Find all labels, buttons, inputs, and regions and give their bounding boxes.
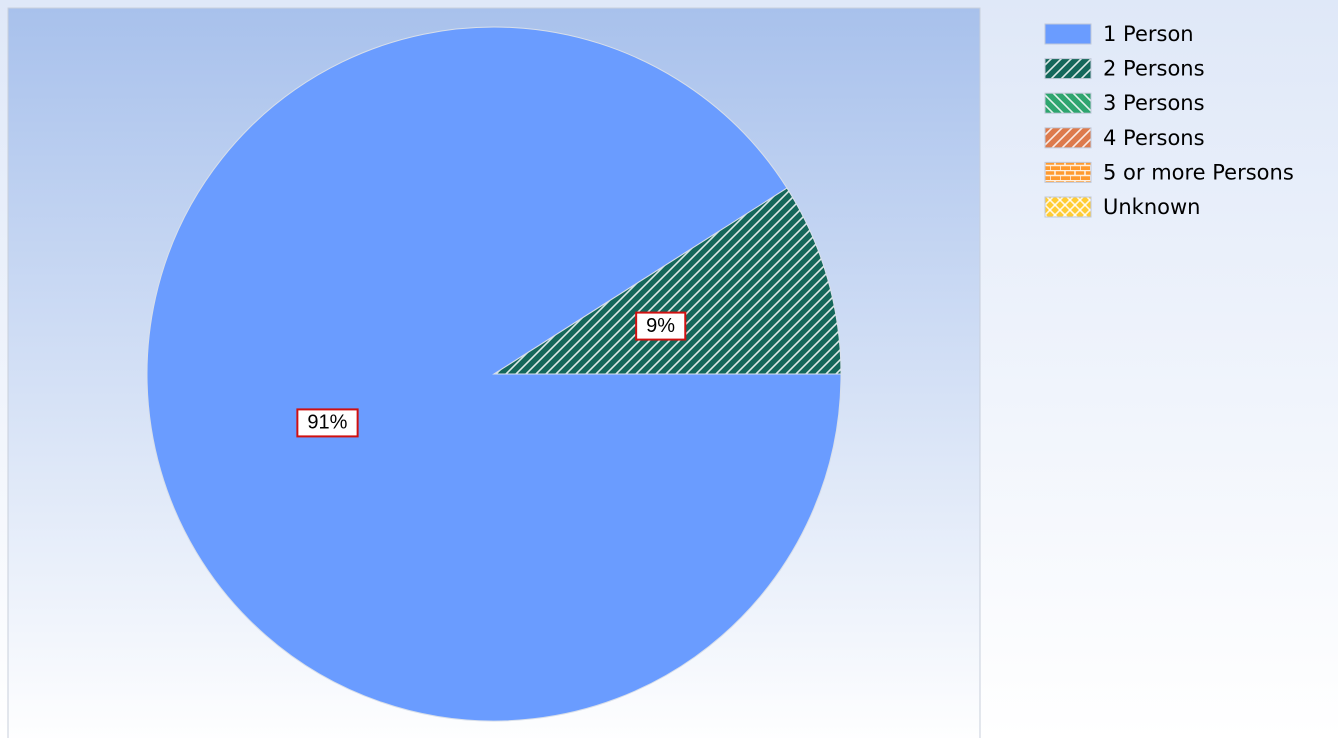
legend-swatch [1044,58,1092,80]
legend-swatch [1044,92,1092,114]
legend-swatch [1044,196,1092,218]
legend-label: 5 or more Persons [1103,160,1294,184]
legend-label: 3 Persons [1103,91,1205,115]
value-label-box [296,408,359,438]
legend-swatch [1044,23,1092,45]
legend-swatch [1044,127,1092,149]
legend-label: Unknown [1103,195,1200,219]
legend-label: 2 Persons [1103,57,1205,81]
value-label: 91% [307,412,347,434]
legend-label: 4 Persons [1103,126,1205,150]
legend-swatch [1044,161,1092,183]
pie-slice [492,187,842,375]
legend-label: 1 Person [1103,22,1194,46]
value-label: 9% [646,315,675,337]
value-label-box [635,311,687,341]
